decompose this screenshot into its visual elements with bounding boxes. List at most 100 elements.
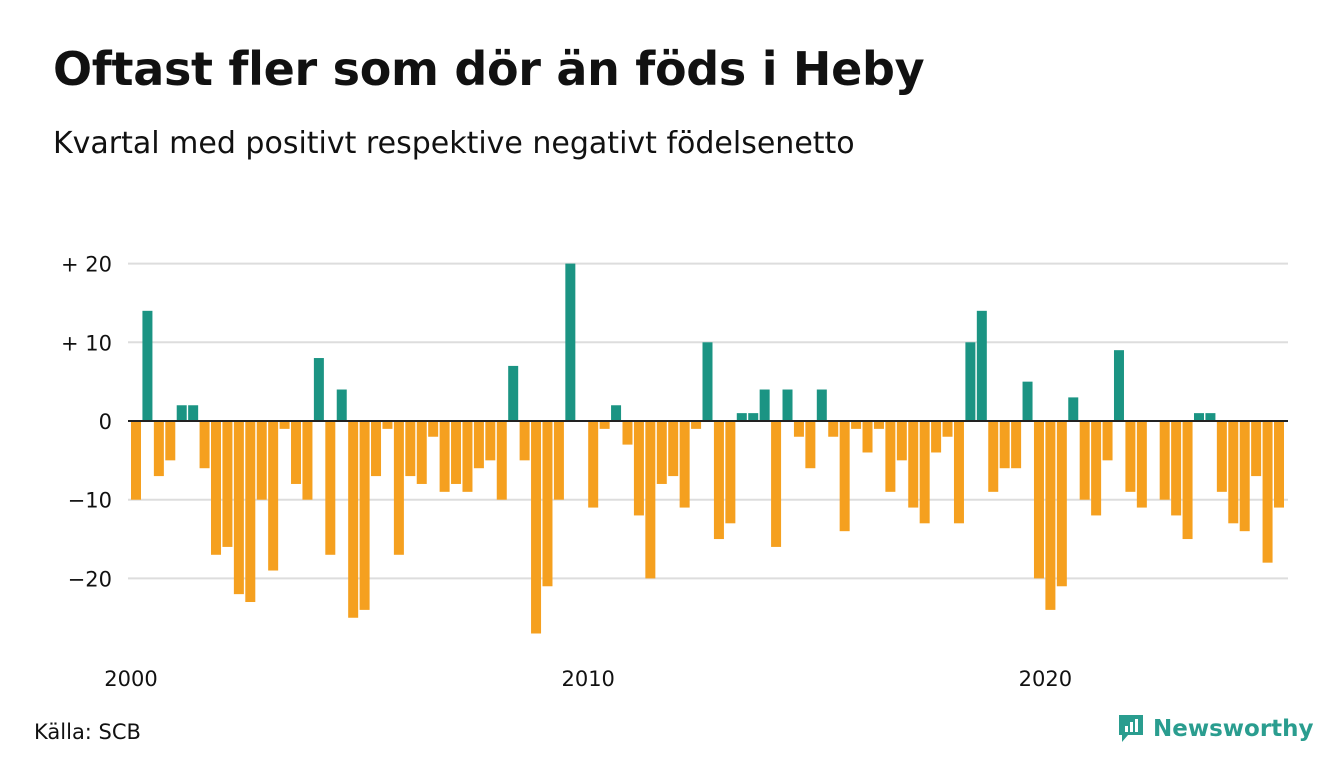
bar	[1113, 350, 1124, 421]
bar	[988, 421, 999, 492]
bar	[371, 421, 382, 477]
y-tick-label: −20	[68, 567, 112, 591]
bar	[942, 421, 953, 437]
x-tick-label: 2000	[104, 667, 157, 691]
bar	[1274, 421, 1284, 508]
bar	[211, 421, 222, 555]
bar	[1159, 421, 1170, 500]
bar	[656, 421, 667, 484]
bar	[1011, 421, 1022, 469]
bar	[713, 421, 724, 540]
bar	[816, 389, 827, 421]
bar	[302, 421, 313, 500]
bar	[245, 421, 256, 603]
bar	[359, 421, 370, 610]
bar	[873, 421, 884, 429]
bar	[1136, 421, 1147, 508]
bar	[1193, 413, 1204, 421]
bar	[416, 421, 427, 484]
bar	[976, 310, 987, 421]
bar	[1216, 421, 1227, 492]
bar	[256, 421, 267, 500]
bar	[439, 421, 450, 492]
bar	[1251, 421, 1262, 477]
bar	[519, 421, 530, 461]
bar	[1022, 381, 1033, 421]
bar	[142, 310, 153, 421]
bar	[908, 421, 919, 508]
bar	[405, 421, 416, 477]
bar	[679, 421, 690, 508]
bar	[633, 421, 644, 516]
bar	[336, 389, 347, 421]
bar	[1033, 421, 1044, 579]
bar	[131, 421, 141, 500]
x-tick-label: 2010	[561, 667, 614, 691]
y-tick-label: −10	[68, 489, 112, 513]
bar	[1045, 421, 1056, 610]
bar	[793, 421, 804, 437]
bar	[153, 421, 164, 477]
bar	[348, 421, 359, 618]
bar	[279, 421, 290, 429]
x-tick-label: 2020	[1019, 667, 1072, 691]
bar	[965, 342, 976, 421]
bars	[131, 263, 1284, 634]
bar	[428, 421, 439, 437]
bar	[1056, 421, 1067, 587]
bar	[565, 263, 576, 421]
brand-logo[interactable]: Newsworthy	[1117, 713, 1314, 745]
bar	[451, 421, 462, 484]
bar	[268, 421, 279, 571]
chart-subtitle: Kvartal med positivt respektive negativt…	[53, 126, 855, 161]
bar	[542, 421, 553, 587]
bar	[176, 405, 187, 421]
bar	[919, 421, 930, 524]
bar	[622, 421, 633, 445]
bar	[931, 421, 942, 453]
bar	[862, 421, 873, 453]
bar	[325, 421, 336, 555]
bar	[473, 421, 484, 469]
bar	[531, 421, 542, 634]
bar	[805, 421, 816, 469]
bar	[485, 421, 496, 461]
y-axis: + 20 + 10 0 −10 −20	[61, 253, 112, 592]
bar	[1125, 421, 1136, 492]
bar	[382, 421, 393, 429]
source-note: Källa: SCB	[34, 720, 141, 744]
bar	[702, 342, 713, 421]
bar	[462, 421, 473, 492]
bar	[885, 421, 896, 492]
bar	[1102, 421, 1113, 461]
bar	[851, 421, 862, 429]
bar	[553, 421, 564, 500]
bar	[999, 421, 1010, 469]
bar	[759, 389, 770, 421]
y-tick-label: 0	[99, 410, 112, 434]
bar	[896, 421, 907, 461]
y-tick-label: + 10	[61, 331, 112, 355]
bar	[1228, 421, 1239, 524]
bar	[508, 365, 519, 421]
bar	[1182, 421, 1193, 540]
bar	[611, 405, 622, 421]
bar	[393, 421, 404, 555]
bar	[725, 421, 736, 524]
bar	[1239, 421, 1250, 532]
bar	[599, 421, 610, 429]
bar	[188, 405, 199, 421]
bar	[748, 413, 759, 421]
newsworthy-logo-icon	[1119, 715, 1143, 742]
bar	[828, 421, 839, 437]
bar	[496, 421, 507, 500]
bar	[1262, 421, 1273, 563]
bar	[736, 413, 747, 421]
bar	[645, 421, 656, 579]
bar	[165, 421, 176, 461]
bar	[222, 421, 233, 547]
chart-title: Oftast fler som dör än föds i Heby	[53, 42, 925, 96]
x-axis: 2000 2010 2020	[104, 667, 1072, 691]
brand-name: Newsworthy	[1153, 716, 1314, 742]
